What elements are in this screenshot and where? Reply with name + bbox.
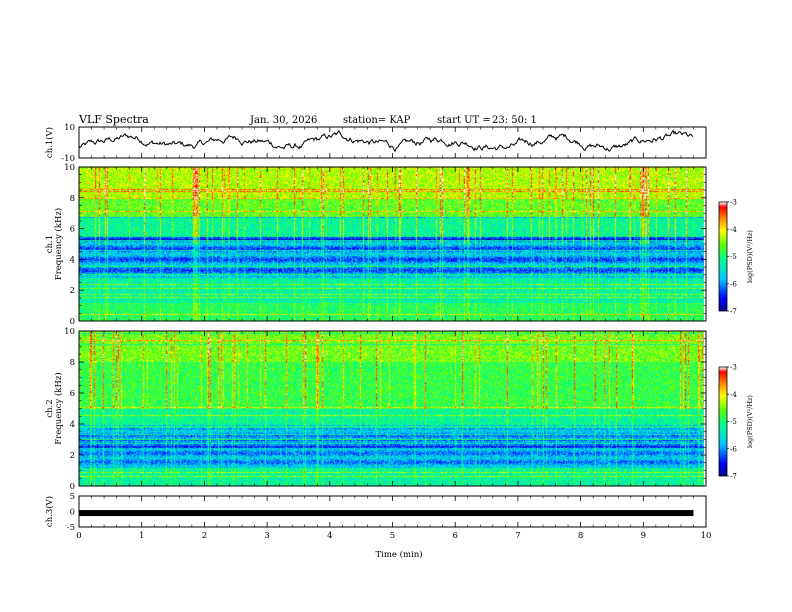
y-tick-label: 8 <box>70 358 75 368</box>
ch3-waveform-ylabel: ch.3(V) <box>44 496 55 527</box>
colorbar-tick-label: -6 <box>730 445 737 453</box>
y-tick-label: 4 <box>70 420 75 430</box>
start-ut-label: start UT = <box>437 115 491 126</box>
y-tick-label: 10 <box>64 327 75 337</box>
y-tick-label: 6 <box>70 225 75 235</box>
y-tick-label: 8 <box>70 194 75 204</box>
y-tick-label: -10 <box>61 154 75 164</box>
y-tick-label: 0 <box>70 317 75 327</box>
colorbar-tick-label: -4 <box>730 391 737 399</box>
y-tick-label: 10 <box>64 123 75 133</box>
ch1-spectrogram-heatmap <box>79 167 706 321</box>
station-label: station= KAP <box>343 115 411 126</box>
ch1-spectrogram-ylabel-channel: ch.1 <box>45 235 55 253</box>
y-tick-label: -5 <box>67 523 75 533</box>
x-tick-label: 9 <box>641 531 646 541</box>
start-ut-time: 23: 50: 1 <box>492 115 537 126</box>
colorbar-tick-label: -7 <box>730 308 737 316</box>
y-tick-label: 2 <box>70 286 75 296</box>
figure-title: VLF Spectra <box>78 113 149 126</box>
ch1-spectrogram-ylabel-freq: Frequency (kHz) <box>53 208 64 280</box>
y-tick-label: 5 <box>70 492 75 502</box>
x-tick-label: 5 <box>390 531 395 541</box>
x-tick-label: 0 <box>76 531 81 541</box>
x-tick-label: 2 <box>202 531 207 541</box>
ch1-spectrogram-panel: 0 2 4 6 8 10 ch.1 Frequency (kHz) <box>45 163 707 327</box>
x-tick-label: 1 <box>139 531 144 541</box>
ch1-waveform-ylabel: ch.1(V) <box>44 127 55 158</box>
ch3-waveform-panel: 5 0 -5 ch.3(V) <box>44 492 707 533</box>
ch2-colorbar-label: log(PSD)(V²/Hz) <box>746 395 754 448</box>
x-tick-label: 4 <box>327 531 332 541</box>
ch1-colorbar-label: log(PSD)(V²/Hz) <box>746 230 754 283</box>
colorbar-tick-label: -5 <box>730 418 737 426</box>
ch2-colorbar-gradient <box>719 367 727 476</box>
x-tick-label: 10 <box>701 531 712 541</box>
ch1-colorbar-gradient <box>719 202 727 311</box>
ch2-spectrogram-ylabel-channel: ch.2 <box>45 399 55 417</box>
y-tick-label: 6 <box>70 389 75 399</box>
y-tick-label: 0 <box>70 482 75 492</box>
y-tick-label: 10 <box>64 163 75 173</box>
ch1-waveform-line <box>78 129 694 153</box>
x-axis-label: Time (min) <box>375 549 422 560</box>
y-tick-label: 4 <box>70 255 75 265</box>
time-axis: 0 1 2 3 4 5 6 7 8 9 10 <box>76 531 711 541</box>
colorbar-tick-label: -4 <box>730 226 737 234</box>
colorbar-tick-label: -5 <box>730 253 737 261</box>
x-tick-label: 3 <box>264 531 269 541</box>
y-tick-label: 2 <box>70 451 75 461</box>
x-tick-label: 7 <box>515 531 520 541</box>
ch2-spectrogram-ylabel-freq: Frequency (kHz) <box>53 372 64 444</box>
colorbar-tick-label: -3 <box>730 199 737 207</box>
colorbar-tick-label: -3 <box>730 364 737 372</box>
ch1-waveform-panel: 10 -10 ch.1(V) <box>44 123 707 164</box>
date-label: Jan. 30, 2026 <box>249 115 317 126</box>
colorbar-tick-label: -7 <box>730 473 737 481</box>
y-tick-label: 0 <box>70 508 75 518</box>
colorbar-tick-label: -6 <box>730 280 737 288</box>
ch2-colorbar: -3 -4 -5 -6 -7 log(PSD)(V²/Hz) <box>718 364 754 481</box>
ch3-waveform-band <box>79 510 694 517</box>
ch2-spectrogram-heatmap <box>79 331 706 486</box>
x-tick-label: 6 <box>452 531 457 541</box>
x-tick-label: 8 <box>578 531 583 541</box>
ch1-colorbar: -3 -4 -5 -6 -7 log(PSD)(V²/Hz) <box>718 199 754 316</box>
ch2-spectrogram-panel: 0 2 4 6 8 10 ch.2 Frequency (kHz) <box>45 327 707 492</box>
